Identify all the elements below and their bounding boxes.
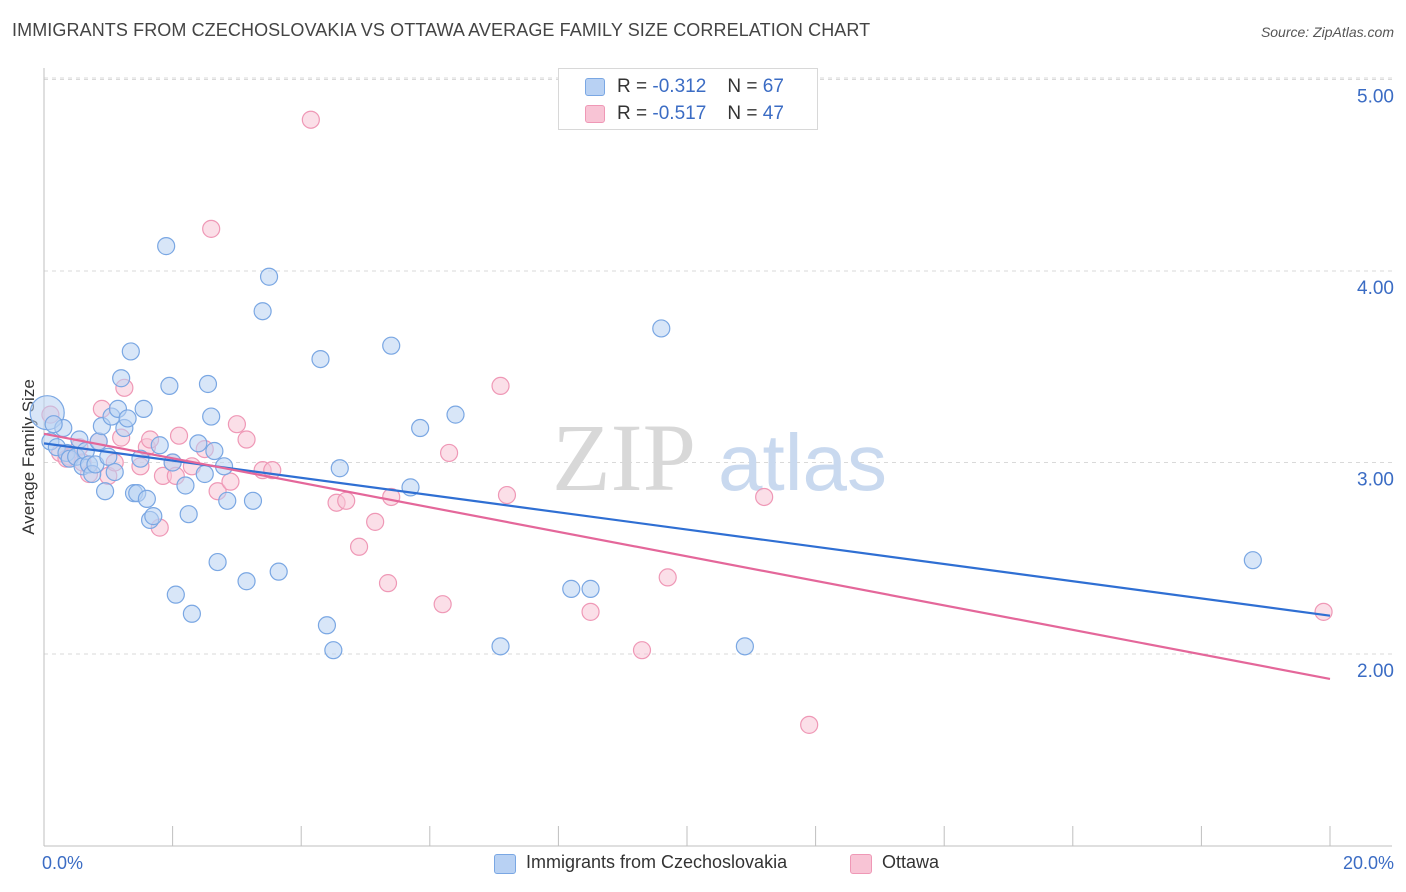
point-czechoslovakia [105, 462, 124, 482]
series-legend: Immigrants from Czechoslovakia Ottawa [0, 852, 1406, 876]
point-ottawa [755, 487, 774, 507]
axes [43, 68, 1392, 847]
legend-n-value: 47 [762, 103, 784, 124]
point-ottawa [497, 485, 517, 505]
legend-r-label: R = [617, 103, 648, 124]
point-czechoslovakia [562, 579, 581, 598]
point-czechoslovakia [160, 376, 179, 395]
point-ottawa [433, 595, 452, 614]
gridlines [44, 77, 1392, 655]
y-tick-label: 2.00 [1357, 661, 1394, 682]
legend-r-label: R = [617, 76, 648, 97]
y-tick-label: 4.00 [1357, 278, 1394, 299]
point-czechoslovakia [324, 641, 343, 660]
data-points [29, 110, 1333, 734]
point-czechoslovakia [179, 505, 198, 524]
point-czechoslovakia [237, 572, 256, 591]
point-czechoslovakia [137, 489, 156, 508]
point-czechoslovakia [202, 407, 221, 426]
point-czechoslovakia [317, 616, 337, 635]
point-czechoslovakia [411, 418, 430, 438]
point-ottawa [378, 574, 398, 593]
point-ottawa [227, 415, 246, 434]
x-ticks [43, 826, 1331, 846]
point-czechoslovakia [157, 237, 176, 256]
point-czechoslovakia [259, 267, 279, 286]
legend-n-value: 67 [762, 76, 784, 97]
point-czechoslovakia [144, 507, 163, 526]
point-czechoslovakia [311, 349, 330, 369]
point-czechoslovakia [131, 449, 150, 468]
point-czechoslovakia [112, 369, 131, 388]
legend-label: Ottawa [882, 852, 940, 872]
point-ottawa [301, 110, 320, 129]
point-czechoslovakia [118, 409, 137, 428]
point-czechoslovakia [253, 302, 272, 321]
point-czechoslovakia [205, 441, 224, 461]
watermark: ZIP atlas [552, 404, 887, 511]
legend-swatch-blue [494, 854, 516, 874]
point-czechoslovakia [89, 432, 108, 451]
point-ottawa [237, 430, 256, 449]
point-ottawa [221, 472, 240, 491]
point-czechoslovakia [735, 637, 754, 656]
point-ottawa [658, 568, 677, 587]
trend-line-ottawa [43, 432, 1331, 680]
legend-swatch-pink [850, 854, 872, 874]
point-ottawa [632, 641, 652, 660]
x-tick-label-min: 0.0% [42, 853, 83, 873]
source-note: Source: ZipAtlas.com [1260, 24, 1394, 40]
point-czechoslovakia [382, 336, 401, 355]
point-ottawa [800, 715, 819, 734]
point-ottawa [491, 376, 510, 395]
legend-swatch-pink [585, 105, 605, 123]
point-czechoslovakia [208, 552, 227, 572]
point-czechoslovakia [189, 434, 208, 453]
point-czechoslovakia [95, 482, 115, 501]
point-czechoslovakia [176, 476, 195, 495]
point-czechoslovakia [195, 464, 214, 484]
legend-label: Immigrants from Czechoslovakia [526, 852, 788, 872]
y-tick-label: 3.00 [1357, 470, 1394, 491]
trend-line-czechoslovakia [43, 442, 1331, 617]
point-ottawa [349, 537, 369, 556]
point-ottawa [439, 443, 459, 463]
stats-legend: R = -0.312 N = 67 R = -0.517 N = 47 [558, 68, 818, 130]
point-czechoslovakia [446, 405, 465, 424]
point-czechoslovakia [218, 491, 237, 510]
legend-swatch-blue [585, 78, 605, 96]
point-czechoslovakia [330, 459, 349, 478]
point-ottawa [337, 491, 356, 510]
point-czechoslovakia [243, 491, 263, 510]
point-czechoslovakia [150, 436, 169, 455]
trend-lines [43, 432, 1331, 680]
point-czechoslovakia [198, 374, 218, 394]
legend-n-label: N = [727, 76, 758, 97]
legend-r-value: -0.517 [652, 103, 707, 124]
point-czechoslovakia [121, 342, 140, 361]
y-tick-labels: 2.00 3.00 4.00 5.00 [1357, 87, 1394, 683]
x-tick-label-max: 20.0% [1343, 853, 1394, 873]
point-ottawa [169, 426, 189, 445]
y-tick-label: 5.00 [1357, 87, 1394, 108]
point-czechoslovakia [491, 637, 510, 656]
point-czechoslovakia [1243, 551, 1262, 570]
point-czechoslovakia [269, 562, 288, 581]
point-ottawa [581, 602, 600, 621]
point-czechoslovakia [652, 319, 671, 338]
point-czechoslovakia [134, 399, 153, 418]
point-czechoslovakia [166, 585, 185, 604]
point-ottawa [366, 512, 385, 531]
watermark-zip: ZIP [552, 404, 696, 511]
watermark-atlas: atlas [718, 418, 887, 507]
legend-r-value: -0.312 [652, 76, 707, 97]
point-ottawa [1314, 602, 1333, 621]
legend-n-label: N = [727, 103, 758, 124]
point-ottawa [202, 219, 221, 238]
point-czechoslovakia [182, 604, 201, 623]
point-czechoslovakia [581, 579, 600, 598]
point-czechoslovakia [44, 415, 63, 434]
chart-title: IMMIGRANTS FROM CZECHOSLOVAKIA VS OTTAWA… [12, 20, 871, 40]
